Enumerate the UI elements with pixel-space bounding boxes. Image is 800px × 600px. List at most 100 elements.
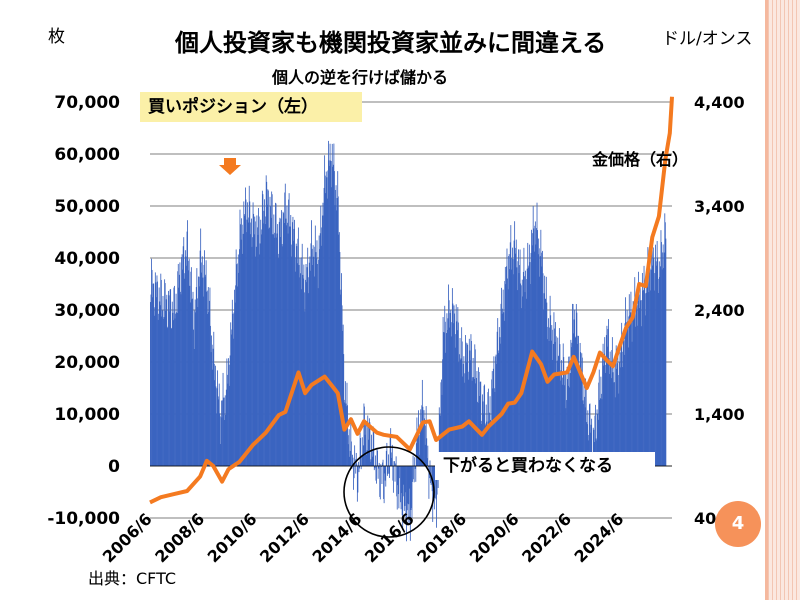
position-bar [417, 431, 419, 466]
position-bar [563, 385, 565, 466]
position-bar [564, 372, 566, 466]
position-bar [361, 455, 363, 466]
position-bar [264, 199, 265, 467]
position-bar [223, 420, 225, 466]
position-bar [574, 336, 576, 466]
position-bar [155, 282, 157, 466]
position-bar [153, 315, 155, 466]
position-bar [573, 333, 575, 466]
position-bar [377, 450, 378, 466]
position-bar [397, 466, 399, 495]
position-bar [507, 278, 508, 466]
position-bar [532, 206, 534, 466]
position-bar [468, 338, 470, 466]
position-bar [453, 323, 454, 466]
position-bar [490, 419, 492, 466]
position-bar [274, 237, 276, 466]
position-bar [486, 421, 488, 466]
position-bar [306, 267, 308, 466]
position-bar [338, 232, 340, 466]
position-bar [177, 263, 179, 466]
position-bar [207, 287, 209, 466]
position-bar [552, 359, 554, 466]
position-bar [280, 218, 282, 466]
position-bar [227, 383, 229, 466]
position-bar [510, 258, 512, 466]
position-bar [379, 466, 381, 500]
position-bar [196, 268, 198, 466]
position-bar [485, 425, 487, 466]
position-bar [221, 417, 223, 466]
position-bar [326, 198, 328, 466]
position-bar [291, 256, 293, 466]
position-bar [178, 274, 180, 466]
position-bar [483, 413, 484, 466]
position-bar [170, 289, 172, 466]
position-bar [577, 335, 579, 466]
position-bar [561, 384, 563, 466]
position-bar [511, 269, 513, 466]
position-bar [164, 279, 166, 466]
position-bar [222, 372, 224, 466]
position-bar [460, 358, 462, 466]
position-bar [330, 160, 332, 466]
position-bar [232, 313, 234, 466]
position-bar [181, 254, 183, 466]
position-bar [326, 177, 328, 467]
position-bar [200, 262, 202, 466]
position-bar [570, 347, 572, 466]
position-bar [652, 265, 654, 466]
position-bar [457, 322, 459, 466]
position-bar [409, 466, 411, 541]
position-bar [328, 140, 329, 466]
position-bar [637, 325, 638, 466]
position-bar [478, 367, 480, 466]
position-bar [332, 164, 334, 467]
position-bar [512, 259, 514, 466]
position-bar [653, 258, 655, 466]
position-bar [571, 342, 573, 466]
position-bar [335, 185, 337, 466]
position-bar [384, 466, 386, 474]
position-bar [176, 312, 178, 466]
position-bar [420, 409, 422, 466]
position-bar [582, 400, 584, 466]
position-bar [664, 222, 666, 466]
position-bar [230, 322, 232, 466]
position-bar [490, 421, 492, 466]
position-bar [192, 291, 194, 466]
position-bar [355, 452, 357, 466]
position-bar [359, 466, 360, 469]
position-bar [538, 238, 540, 466]
position-bar [188, 270, 190, 466]
position-bar [329, 143, 331, 467]
position-bar [282, 246, 283, 466]
position-bar [281, 244, 283, 466]
position-bar [633, 302, 635, 466]
position-bar [484, 423, 486, 466]
position-bar [616, 363, 618, 466]
position-bar [429, 460, 431, 466]
position-bar [208, 300, 210, 466]
position-bar [230, 334, 232, 466]
position-bar [234, 302, 236, 466]
position-bar [639, 287, 641, 466]
position-bar [644, 285, 645, 466]
position-bar [657, 257, 659, 466]
position-bar [234, 289, 235, 466]
position-bar [612, 372, 614, 466]
position-bar [341, 273, 342, 466]
position-bar [460, 359, 461, 466]
position-bar [157, 319, 159, 466]
position-bar [311, 248, 313, 466]
position-bar [421, 405, 423, 466]
position-bar [641, 300, 643, 466]
position-bar [583, 381, 585, 466]
position-bar [281, 210, 282, 466]
position-bar [213, 331, 215, 466]
position-bar [517, 261, 519, 466]
position-bar [168, 295, 170, 466]
position-bar [331, 161, 333, 467]
position-bar [661, 242, 662, 466]
position-bar [481, 394, 483, 466]
